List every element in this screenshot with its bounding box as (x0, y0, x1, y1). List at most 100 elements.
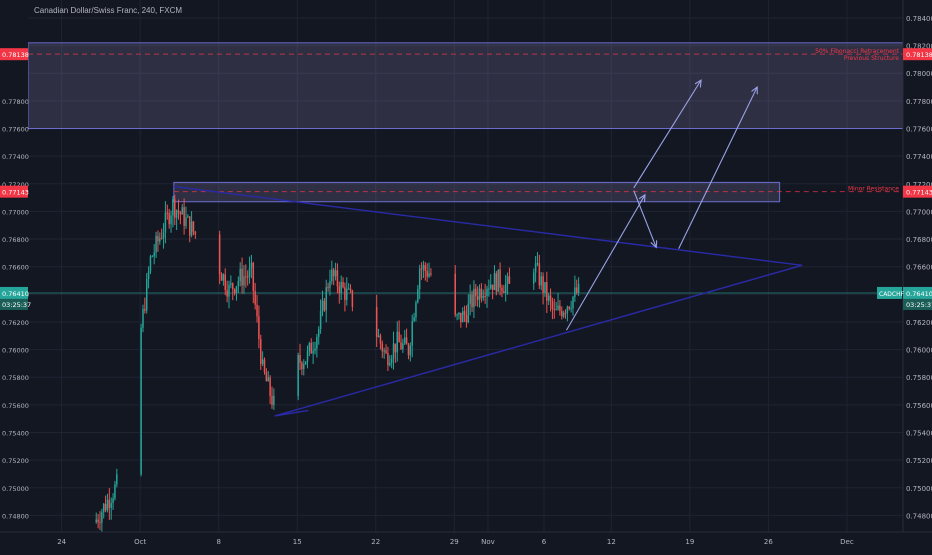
candle-body (243, 276, 245, 286)
candle-body (265, 372, 268, 382)
candle-body (501, 287, 503, 292)
candle-body (398, 331, 400, 343)
x-tick-label: 8 (216, 538, 220, 546)
candle-body (261, 359, 264, 365)
upper-trendline (173, 185, 803, 267)
candle-body (153, 252, 155, 257)
candle-body (542, 276, 544, 293)
y-tick-label: 0.76800 (906, 236, 932, 244)
candle-body (508, 276, 511, 284)
candle-body (463, 311, 466, 316)
lower-trendline (274, 264, 803, 417)
candle-body (222, 274, 225, 281)
countdown-badge-right (903, 298, 932, 310)
candle-body (489, 284, 492, 289)
candle-body (504, 283, 507, 293)
candle-body (187, 216, 189, 218)
candle-body (174, 199, 176, 218)
upper-resistance-zone (27, 42, 904, 130)
candle-body (478, 288, 481, 300)
candle-body (430, 273, 432, 275)
candle-body (456, 314, 458, 316)
candle-body (304, 361, 307, 365)
candle-body (559, 305, 561, 311)
candle-body (226, 290, 228, 297)
upper-level-note: 50% Fibonacci Retracement (815, 48, 899, 55)
candle-body (420, 268, 423, 270)
candle-body (97, 519, 99, 522)
candle-body (254, 291, 256, 305)
projection-arrow-2 (633, 190, 656, 248)
candle-body (551, 301, 554, 310)
candle-body (218, 234, 221, 275)
y-tick-label-left: 0.75800 (2, 374, 29, 382)
upper-level-note-2: Previous Structure (844, 55, 899, 62)
candle-body (314, 348, 316, 351)
candle-body (338, 286, 341, 294)
current-price-label-left: 0.76410 (2, 290, 29, 298)
candle-body (183, 207, 185, 226)
upper-level-label-right: 0.78138 (906, 51, 932, 59)
candle-body (400, 342, 402, 350)
candle-body (409, 345, 412, 356)
candle-body (303, 364, 305, 370)
y-tick-label: 0.77200 (906, 181, 932, 189)
x-tick-label: Dec (840, 538, 854, 546)
candle-body (246, 276, 249, 278)
candle-body (269, 377, 271, 396)
candle-body (252, 262, 255, 292)
candle-body (336, 270, 339, 287)
candle-body (147, 271, 150, 279)
candle-body (308, 343, 311, 352)
chart-title: Canadian Dollar/Swiss Franc, 240, FXCM (34, 6, 183, 15)
candle-body (301, 362, 303, 370)
candle-body (458, 312, 460, 315)
y-tick-label-left: 0.77600 (2, 126, 29, 134)
candle-body (321, 300, 324, 312)
candle-body (106, 499, 109, 511)
candle-body (381, 343, 384, 352)
candle-body (557, 305, 559, 310)
candle-body (390, 358, 393, 363)
candle-body (149, 256, 152, 272)
y-tick-label-left: 0.75600 (2, 402, 29, 410)
candle-body (473, 288, 475, 308)
y-tick-label-left: 0.77200 (2, 181, 29, 189)
y-tick-label-left: 0.75200 (2, 457, 29, 465)
candle-body (142, 309, 144, 328)
candle-body (172, 199, 174, 216)
x-tick-label: Oct (134, 538, 146, 546)
y-tick-label: 0.76600 (906, 264, 932, 272)
current-price-label-right: 0.76410 (906, 290, 932, 298)
candle-body (177, 210, 180, 213)
candle-body (140, 327, 142, 475)
candle-body (245, 276, 247, 278)
candle-body (299, 354, 301, 363)
candle-body (575, 287, 578, 293)
candle-body (325, 287, 327, 311)
y-tick-label-left: 0.77000 (2, 208, 29, 216)
y-tick-label: 0.75200 (906, 457, 932, 465)
candle-body (162, 232, 165, 238)
candle-body (170, 215, 172, 225)
candle-body (495, 273, 498, 292)
candle-body (310, 343, 313, 354)
candle-body (402, 343, 404, 350)
candle-body (231, 283, 234, 290)
candle-body (224, 274, 226, 291)
projection-arrow-4 (678, 87, 758, 249)
y-tick-label-left: 0.75400 (2, 430, 29, 438)
y-tick-label: 0.75400 (906, 430, 932, 438)
y-tick-label-left: 0.74800 (2, 512, 29, 520)
candle-body (99, 521, 101, 523)
candle-body (566, 306, 569, 313)
candle-body (407, 344, 410, 356)
y-tick-label: 0.77800 (906, 98, 932, 106)
candle-body (297, 354, 299, 396)
candle-body (188, 216, 191, 236)
